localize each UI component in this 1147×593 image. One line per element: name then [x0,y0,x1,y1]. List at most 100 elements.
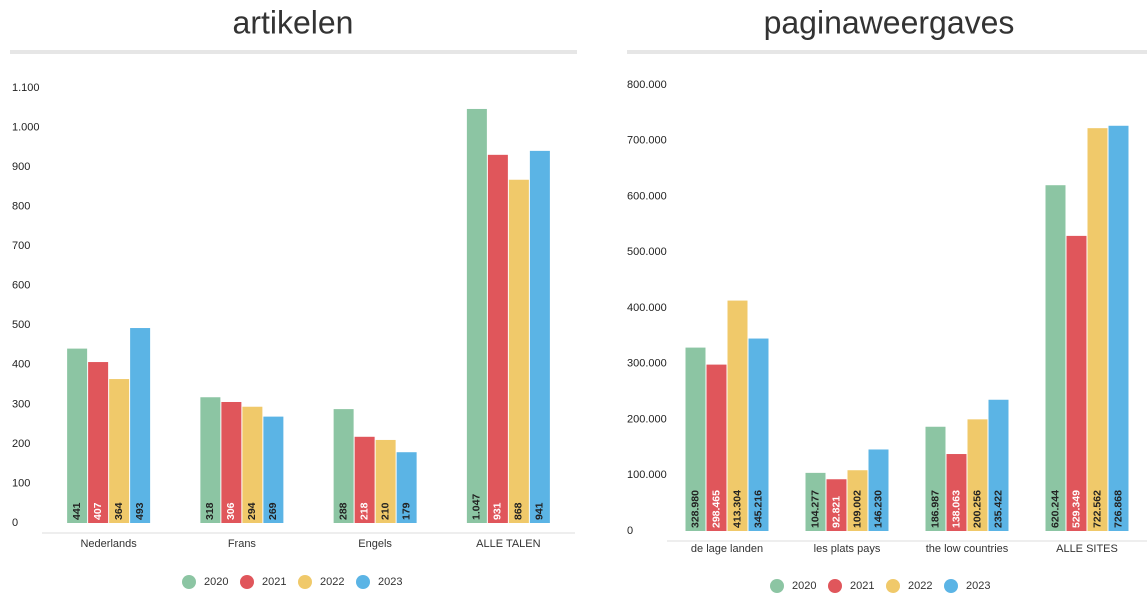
x-tick-label: the low countries [926,543,1009,555]
y-tick-label: 600 [12,280,30,292]
data-label: 288 [337,502,349,520]
data-label: 210 [379,502,391,520]
bar [1066,235,1087,531]
bar [706,364,727,531]
data-label: 146.230 [872,490,884,528]
data-label: 413.304 [731,490,743,528]
data-label: 294 [246,502,258,520]
bar [826,479,847,531]
data-label: 931 [492,502,504,520]
legend-label: 2023 [966,580,990,592]
data-label: 726.868 [1112,490,1124,528]
bar [748,338,769,531]
bar [67,348,88,523]
data-label: 620.244 [1049,490,1061,528]
bar [88,362,109,523]
data-label: 407 [92,502,104,520]
bar [109,379,130,523]
chart-title: artikelen [233,4,354,40]
y-tick-label: 400.000 [627,302,667,314]
data-label: 269 [267,502,279,520]
bar [466,108,487,523]
data-label: 200.256 [971,490,983,528]
legend-label: 2021 [262,576,286,588]
bar [375,439,396,523]
data-label: 493 [134,502,146,520]
legend-swatch [356,575,370,589]
x-tick-label: Frans [228,538,257,550]
data-label: 218 [358,502,370,520]
y-tick-label: 800.000 [627,79,667,91]
legend-label: 2022 [320,576,344,588]
bar [221,401,242,523]
bar [925,426,946,531]
y-tick-label: 0 [627,525,633,537]
bar [333,409,354,523]
data-label: 186.987 [929,490,941,528]
data-label: 109.002 [851,490,863,528]
bar [508,179,529,523]
legend-label: 2021 [850,580,874,592]
bar [727,300,748,531]
legend-swatch [828,579,842,593]
bar [1087,128,1108,531]
y-tick-label: 700.000 [627,135,667,147]
data-label: 345.216 [752,490,764,528]
data-label: 179 [400,502,412,520]
y-tick-label: 200.000 [627,413,667,425]
legend-swatch [182,575,196,589]
data-label: 328.980 [689,490,701,528]
bar [1108,125,1129,531]
x-tick-label: les plats pays [814,543,881,555]
y-tick-label: 800 [12,201,30,213]
bar [487,154,508,523]
legend-swatch [886,579,900,593]
title-rule [627,50,1147,54]
bar [396,452,417,523]
y-tick-label: 300 [12,398,30,410]
y-tick-label: 100 [12,477,30,489]
data-label: 529.349 [1070,490,1082,528]
legend-label: 2020 [204,576,228,588]
data-label: 868 [513,502,525,520]
data-label: 104.277 [809,490,821,528]
y-tick-label: 500.000 [627,246,667,258]
data-label: 941 [534,502,546,520]
data-label: 235.422 [992,490,1004,528]
x-tick-label: ALLE SITES [1056,543,1118,555]
y-tick-label: 600.000 [627,190,667,202]
y-tick-label: 200 [12,438,30,450]
y-tick-label: 400 [12,359,30,371]
bar [529,150,550,524]
bar [130,328,151,523]
y-tick-label: 900 [12,161,30,173]
x-tick-label: de lage landen [691,543,763,555]
bar [200,397,221,523]
x-tick-label: Engels [358,538,392,550]
chart-title: paginaweergaves [764,4,1015,40]
bar [868,449,889,531]
data-label: 441 [71,502,83,520]
y-tick-label: 100.000 [627,469,667,481]
data-label: 1.047 [471,494,483,520]
bar [354,436,375,523]
y-tick-label: 1.000 [12,121,40,133]
data-label: 318 [204,502,216,520]
bar [1045,185,1066,531]
data-label: 364 [113,502,125,520]
data-label: 722.562 [1091,490,1103,528]
legend-label: 2023 [378,576,402,588]
bar [988,399,1009,531]
bar [805,472,826,531]
y-tick-label: 500 [12,319,30,331]
y-tick-label: 1.100 [12,82,40,94]
legend-label: 2022 [908,580,932,592]
legend-swatch [240,575,254,589]
legend-swatch [770,579,784,593]
y-tick-label: 0 [12,517,18,529]
bar [685,347,706,531]
data-label: 298.465 [710,490,722,528]
data-label: 92.821 [830,496,842,528]
legend-swatch [298,575,312,589]
